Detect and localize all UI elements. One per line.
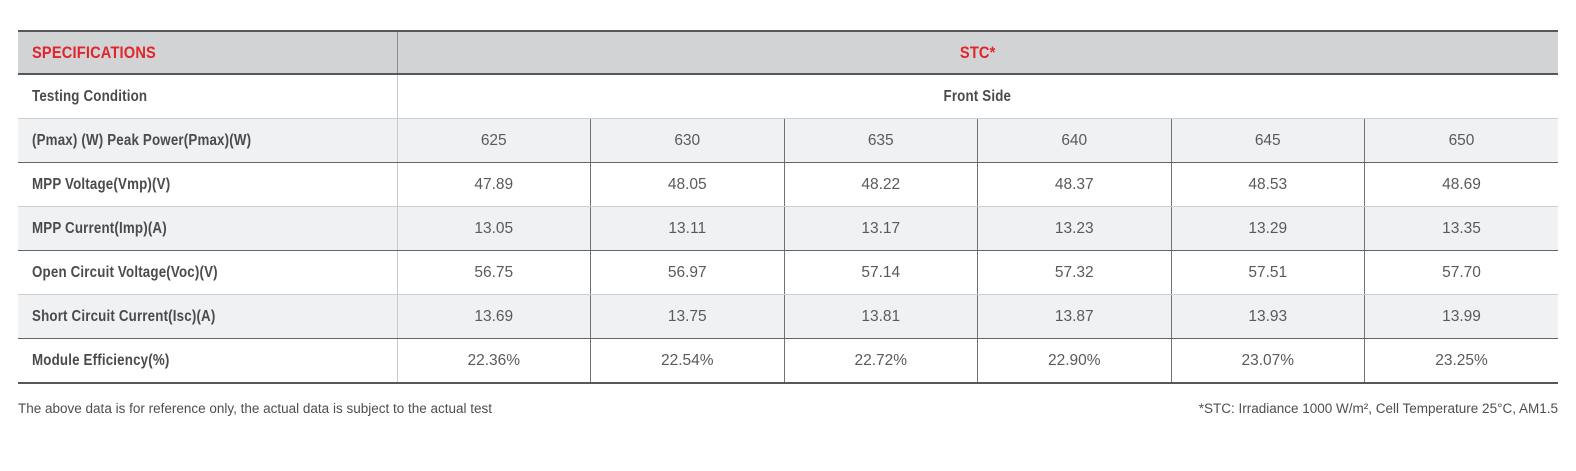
value-cell: 650 [1364,118,1559,163]
specifications-title: SPECIFICATIONS [32,42,156,62]
table-row: (Pmax) (W) Peak Power(Pmax)(W) 625 630 635 6… [18,118,1559,163]
value-cell: 13.11 [590,206,784,251]
stc-definition-note: *STC: Irradiance 1000 W/m², Cell Tempera… [1198,401,1558,416]
row-label: MPP Current(Imp)(A) [32,219,167,237]
value-cell: 13.23 [977,206,1171,251]
row-label-cell: MPP Current(Imp)(A) [18,206,397,251]
value-cell: 13.35 [1364,206,1559,251]
front-side-cell: Front Side [396,74,1559,119]
value-cell: 56.75 [396,250,591,295]
table-row: Module Efficiency(%) 22.36% 22.54% 22.72% 22… [18,338,1559,384]
value-cell: 48.69 [1364,162,1559,207]
value-cell: 640 [977,118,1171,163]
value-cell: 13.99 [1364,294,1559,339]
value-cell: 13.69 [396,294,591,339]
table-row: Open Circuit Voltage(Voc)(V) 56.75 56.97 57… [18,250,1559,295]
value-cell: 48.05 [590,162,784,207]
row-label: (Pmax) (W) Peak Power(Pmax)(W) [32,131,252,149]
value-cell: 13.05 [396,206,591,251]
testing-condition-row: Testing Condition Front Side [18,74,1559,119]
footnotes: The above data is for reference only, th… [18,401,1558,416]
row-label-cell: Short Circuit Current(Isc)(A) [18,294,397,339]
front-side-value: Front Side [943,87,1012,105]
value-cell: 22.72% [783,338,978,384]
row-label-cell: Open Circuit Voltage(Voc)(V) [18,250,397,295]
value-cell: 625 [396,118,591,163]
testing-condition-label-cell: Testing Condition [18,74,397,119]
value-cell: 645 [1170,118,1365,163]
value-cell: 13.75 [590,294,784,339]
value-cell: 22.54% [590,338,784,384]
value-cell: 56.97 [590,250,784,295]
value-cell: 13.87 [977,294,1171,339]
testing-condition-label: Testing Condition [32,87,148,105]
row-label: Short Circuit Current(Isc)(A) [32,307,216,325]
value-cell: 57.70 [1364,250,1559,295]
value-cell: 23.25% [1364,338,1559,384]
datasheet-specifications-section: SPECIFICATIONS STC* Testing Condition Fr… [18,30,1559,416]
value-cell: 57.51 [1170,250,1365,295]
value-cell: 635 [783,118,978,163]
value-cell: 23.07% [1170,338,1365,384]
stc-title: STC* [959,42,996,62]
table-row: MPP Current(Imp)(A) 13.05 13.11 13.17 13.23 1… [18,206,1559,251]
row-label: Module Efficiency(%) [32,351,170,369]
value-cell: 13.81 [783,294,978,339]
value-cell: 13.93 [1170,294,1365,339]
value-cell: 47.89 [396,162,591,207]
table-header-row: SPECIFICATIONS STC* [18,31,1559,75]
table-row: Short Circuit Current(Isc)(A) 13.69 13.75 1… [18,294,1559,339]
value-cell: 48.22 [783,162,978,207]
row-label-cell: (Pmax) (W) Peak Power(Pmax)(W) [18,118,397,163]
row-label: MPP Voltage(Vmp)(V) [32,175,171,193]
value-cell: 13.29 [1170,206,1365,251]
value-cell: 630 [590,118,784,163]
value-cell: 48.37 [977,162,1171,207]
value-cell: 57.14 [783,250,978,295]
row-label-cell: Module Efficiency(%) [18,338,397,384]
value-cell: 57.32 [977,250,1171,295]
value-cell: 13.17 [783,206,978,251]
value-cell: 22.90% [977,338,1171,384]
value-cell: 22.36% [396,338,591,384]
value-cell: 48.53 [1170,162,1365,207]
stc-header-cell: STC* [396,31,1559,75]
specifications-table: SPECIFICATIONS STC* Testing Condition Fr… [18,30,1559,384]
specifications-header-cell: SPECIFICATIONS [18,31,397,75]
row-label: Open Circuit Voltage(Voc)(V) [32,263,218,281]
reference-note: The above data is for reference only, th… [18,401,493,416]
row-label-cell: MPP Voltage(Vmp)(V) [18,162,397,207]
table-row: MPP Voltage(Vmp)(V) 47.89 48.05 48.22 48.37 4… [18,162,1559,207]
